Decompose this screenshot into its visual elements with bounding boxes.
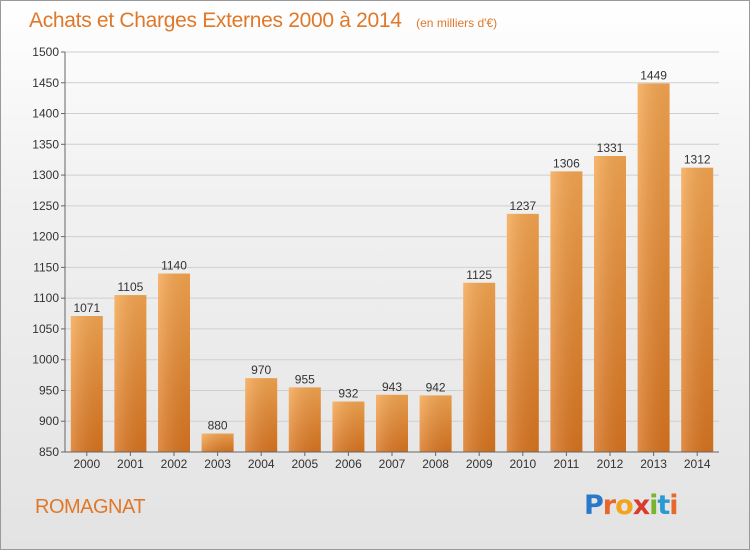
logo-letter: t (657, 490, 670, 521)
x-tick-label: 2005 (291, 457, 318, 471)
x-tick-label: 2010 (509, 457, 536, 471)
x-axis-ticks: 2000 2001 2002 2003 2004 2005 2006 2007 2008 2009… (73, 452, 711, 471)
bar-value-label: 1125 (466, 268, 492, 282)
logo-letter: P (584, 490, 604, 521)
bar-shade (550, 171, 583, 452)
bar-shade (70, 316, 103, 452)
bars (70, 83, 714, 452)
x-tick-label: 2009 (466, 457, 493, 471)
x-tick-label: 2013 (640, 457, 667, 471)
x-tick-label: 2006 (335, 457, 362, 471)
x-tick-label: 2011 (553, 457, 579, 471)
proxiti-logo: Proxiti (584, 490, 679, 521)
bar-shade (463, 282, 496, 452)
value-labels: 1071 1105 1140 880 970 955 932 943 942 1125 1237 13… (73, 68, 710, 432)
bar-value-label: 943 (382, 380, 402, 394)
bar-value-label: 942 (426, 380, 446, 394)
y-tick-label: 1000 (32, 353, 59, 367)
bar-value-label: 1331 (597, 141, 624, 155)
bar-shade (419, 395, 452, 452)
x-tick-label: 2012 (597, 457, 624, 471)
bar-shade (376, 394, 408, 452)
bar-value-label: 955 (295, 372, 315, 386)
bar-shade (681, 167, 714, 452)
logo-letter: o (615, 490, 634, 521)
bar-shade (332, 401, 365, 452)
bar-value-label: 880 (208, 419, 228, 433)
bar-value-label: 1306 (553, 156, 580, 170)
y-tick-label: 850 (39, 445, 59, 459)
y-tick-label: 1500 (32, 45, 59, 59)
chart-title-block: Achats et Charges Externes 2000 à 2014 (… (29, 9, 497, 33)
y-axis-ticks: 850 900 950 1000 1050 1100 1150 1200 1250 1300 135… (32, 45, 65, 459)
y-tick-label: 900 (39, 414, 59, 428)
logo-letter: r (602, 490, 616, 521)
y-tick-label: 1100 (33, 291, 59, 305)
x-tick-label: 2014 (684, 457, 711, 471)
y-tick-label: 1200 (32, 230, 59, 244)
y-tick-label: 950 (39, 383, 59, 397)
x-tick-label: 2000 (73, 457, 100, 471)
logo-letter: x (632, 490, 650, 521)
bar-value-label: 1071 (73, 301, 100, 315)
y-tick-label: 1450 (32, 76, 59, 90)
bar-value-label: 1449 (640, 68, 667, 82)
logo-letter: i (649, 490, 658, 521)
bar-shade (245, 378, 278, 452)
y-tick-label: 1050 (32, 322, 59, 336)
x-tick-label: 2002 (161, 457, 188, 471)
bar-shade (506, 213, 539, 452)
bar-value-label: 1237 (509, 199, 536, 213)
bar-shade (594, 156, 626, 452)
bar-shade (158, 273, 190, 452)
bar-value-label: 932 (338, 387, 358, 401)
x-tick-label: 2008 (422, 457, 449, 471)
y-tick-label: 1150 (33, 260, 59, 274)
bar-value-label: 1140 (161, 259, 187, 273)
x-tick-label: 2001 (117, 457, 144, 471)
y-tick-label: 1350 (32, 137, 59, 151)
location-label: ROMAGNAT (35, 496, 146, 518)
bar-shade (201, 433, 234, 452)
y-tick-label: 1400 (32, 107, 59, 121)
chart-subtitle: (en milliers d'€) (416, 16, 498, 30)
y-tick-label: 1250 (32, 199, 59, 213)
bar-shade (114, 295, 147, 452)
bar-shade (637, 83, 670, 452)
logo-letter: i (669, 490, 678, 521)
x-tick-label: 2004 (248, 457, 275, 471)
bar-shade (288, 387, 321, 452)
y-tick-label: 1300 (32, 168, 59, 182)
bar-value-label: 970 (251, 363, 271, 377)
x-tick-label: 2003 (204, 457, 231, 471)
bar-value-label: 1105 (117, 280, 143, 294)
chart-title: Achats et Charges Externes 2000 à 2014 (29, 9, 402, 32)
bar-value-label: 1312 (684, 153, 711, 167)
x-tick-label: 2007 (379, 457, 406, 471)
